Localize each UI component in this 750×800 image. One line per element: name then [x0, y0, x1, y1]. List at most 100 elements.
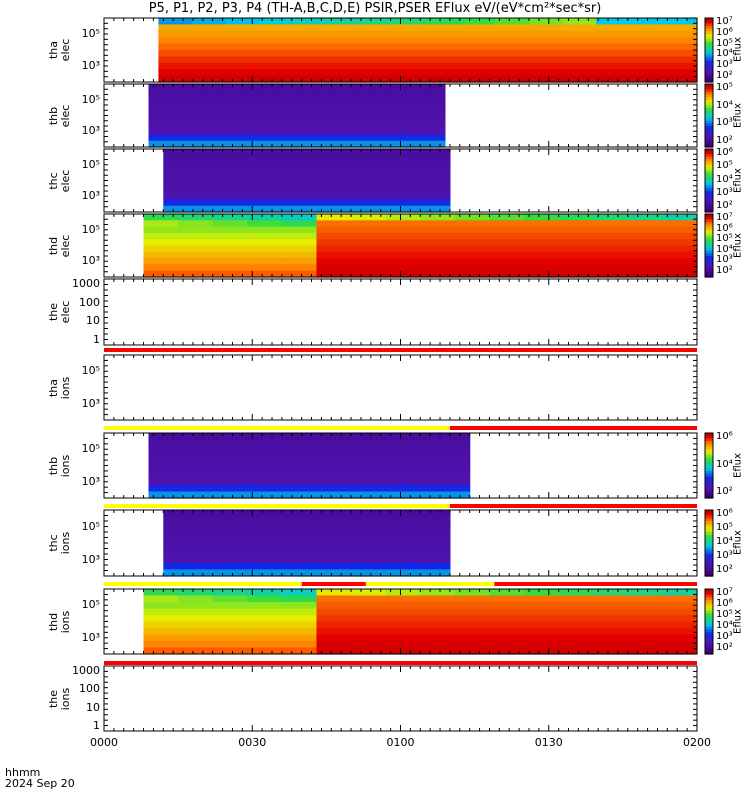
colorbar-step: [705, 446, 713, 450]
spectrogram-cell: [360, 37, 395, 45]
spectrogram-cell: [627, 245, 663, 253]
spectrogram-cell: [414, 529, 433, 537]
spectrogram-cell: [235, 523, 254, 531]
spectrogram-cell: [360, 62, 395, 70]
spectrogram-cell: [158, 43, 193, 51]
spectrogram-cell: [351, 608, 387, 616]
spectrogram-cell: [407, 102, 427, 110]
spectrogram-cell: [178, 602, 214, 610]
spectrogram-cell: [396, 161, 415, 169]
colorbar-step: [705, 643, 713, 647]
colorbar-step: [705, 79, 713, 83]
spectrogram-cell: [662, 226, 698, 234]
spectrogram-cell: [524, 608, 560, 616]
spectrogram-cell: [407, 84, 427, 91]
spectrogram-cell: [316, 226, 352, 234]
spectrogram-cell: [351, 214, 387, 221]
spectrogram-cell: [427, 62, 462, 70]
colorbar-step: [705, 565, 713, 569]
colorbar-step: [705, 60, 713, 64]
spectrogram-cell: [414, 149, 433, 156]
spectrogram-cell: [396, 529, 415, 537]
spectrogram-cell: [259, 121, 279, 129]
colorbar-name: Eflux: [732, 608, 744, 634]
colorbar-frame: [704, 588, 714, 655]
spectrogram-cell: [449, 446, 471, 454]
spectrogram-cell: [426, 115, 446, 123]
spectrogram-cell: [342, 516, 361, 524]
spectrogram-cell: [369, 439, 390, 447]
spectrogram-cell: [593, 258, 629, 265]
colorbar-step: [705, 39, 713, 43]
spectrogram-cell: [329, 433, 350, 441]
spectrogram-cell: [241, 140, 261, 148]
colorbar-step: [705, 86, 713, 90]
spectrogram-cell: [306, 193, 326, 200]
spectrogram-cell: [241, 109, 261, 117]
y-tick-label: 100: [79, 682, 100, 696]
spectrogram-cell: [199, 180, 218, 188]
colorbar-step: [705, 248, 713, 252]
spectrogram-cell: [143, 258, 179, 265]
spectrogram-cell: [148, 121, 168, 129]
spectrogram-cell: [228, 478, 250, 486]
spectrogram-cell: [185, 102, 205, 110]
spectrogram-cell: [352, 102, 372, 110]
spectrogram-cell: [306, 536, 326, 544]
spectrogram-cell: [394, 37, 429, 45]
spectrogram-cell: [409, 485, 431, 493]
spectrogram-cell: [370, 96, 390, 104]
spectrogram-cell: [385, 628, 421, 636]
spectrogram-cell: [349, 446, 370, 454]
spectrogram-cell: [489, 232, 525, 240]
spectrogram-cell: [148, 459, 170, 467]
colorbar-step: [705, 185, 713, 189]
spectrogram-cell: [596, 30, 631, 38]
colorbar-tick-label: 10²: [716, 70, 733, 81]
spectrogram-cell: [326, 50, 361, 57]
spectrogram-cell: [663, 43, 698, 51]
spectrogram-cell: [268, 465, 290, 473]
spectrogram-cell: [217, 161, 236, 169]
spectrogram-cell: [208, 485, 230, 493]
colorbar-step: [705, 597, 713, 601]
spectrogram-cell: [281, 628, 318, 636]
spectrogram-cell: [248, 439, 270, 447]
colorbar-step: [705, 131, 713, 135]
spectrogram-cell: [432, 167, 451, 175]
spectrogram-cell: [181, 174, 200, 182]
spectrogram-cell: [627, 239, 663, 247]
spectrogram-cell: [385, 647, 421, 655]
spectrogram-cell: [278, 115, 298, 123]
spectrogram-cell: [432, 536, 451, 544]
colorbar-name: Eflux: [732, 530, 744, 555]
colorbar-name: Eflux: [732, 102, 744, 128]
spectrogram-cell: [278, 90, 298, 98]
colorbar-step: [705, 457, 713, 461]
colorbar-step: [705, 269, 713, 273]
spectrogram-cell: [360, 149, 379, 156]
spectrogram-cell: [420, 245, 456, 253]
spectrogram-cell: [329, 478, 350, 486]
spectrogram-cell: [385, 258, 421, 265]
colorbar-step: [705, 452, 713, 456]
spectrogram-cell: [414, 155, 433, 163]
spectrogram-cell: [288, 199, 308, 207]
spectrogram-cell: [454, 602, 491, 610]
spectrogram-cell: [192, 62, 227, 70]
spectrogram-cell: [288, 149, 308, 156]
footer-date: 2024 Sep 20: [5, 777, 75, 790]
colorbar-step: [705, 89, 713, 93]
spectrogram-cell: [360, 556, 379, 564]
spectrogram-cell: [524, 628, 560, 636]
spectrogram-cell: [461, 43, 496, 51]
spectrogram-cell: [270, 556, 290, 564]
spectrogram-cell: [627, 214, 663, 221]
spectrogram-cell: [163, 186, 182, 194]
spectrogram-cell: [188, 491, 210, 499]
colorbar-step: [705, 613, 713, 617]
spectrogram-cell: [289, 491, 310, 499]
spectrogram-cell: [426, 84, 446, 91]
spectrogram-cell: [199, 167, 218, 175]
spectrogram-cell: [629, 30, 664, 38]
